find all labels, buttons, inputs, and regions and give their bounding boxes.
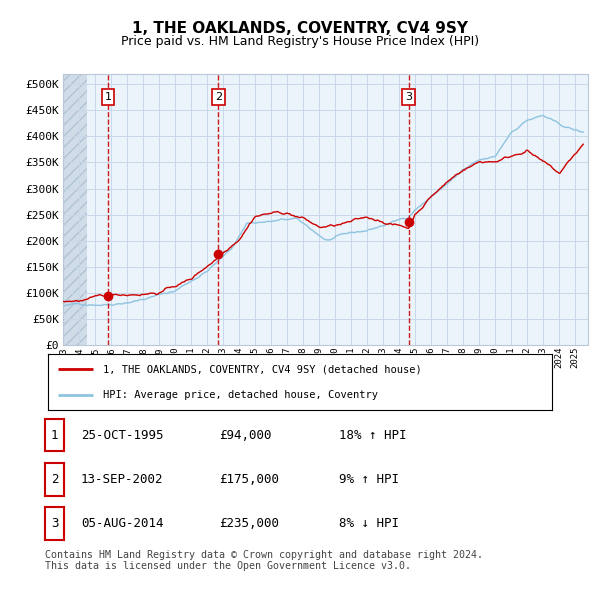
Text: 3: 3 (405, 92, 412, 102)
Text: £175,000: £175,000 (219, 473, 279, 486)
Text: Price paid vs. HM Land Registry's House Price Index (HPI): Price paid vs. HM Land Registry's House … (121, 35, 479, 48)
Text: 8% ↓ HPI: 8% ↓ HPI (339, 517, 399, 530)
Text: 13-SEP-2002: 13-SEP-2002 (81, 473, 163, 486)
Text: 25-OCT-1995: 25-OCT-1995 (81, 428, 163, 442)
Text: 2: 2 (215, 92, 222, 102)
Text: 3: 3 (51, 517, 58, 530)
Text: 1, THE OAKLANDS, COVENTRY, CV4 9SY: 1, THE OAKLANDS, COVENTRY, CV4 9SY (132, 21, 468, 35)
Text: Contains HM Land Registry data © Crown copyright and database right 2024.
This d: Contains HM Land Registry data © Crown c… (45, 550, 483, 572)
Text: 2: 2 (51, 473, 58, 486)
Text: 1, THE OAKLANDS, COVENTRY, CV4 9SY (detached house): 1, THE OAKLANDS, COVENTRY, CV4 9SY (deta… (103, 364, 422, 374)
Text: 18% ↑ HPI: 18% ↑ HPI (339, 428, 407, 442)
Text: 9% ↑ HPI: 9% ↑ HPI (339, 473, 399, 486)
Bar (63, 74, 87, 345)
Text: £94,000: £94,000 (219, 428, 271, 442)
Text: £235,000: £235,000 (219, 517, 279, 530)
Text: 1: 1 (51, 428, 58, 442)
Text: 1: 1 (104, 92, 112, 102)
Text: HPI: Average price, detached house, Coventry: HPI: Average price, detached house, Cove… (103, 390, 379, 400)
Text: 05-AUG-2014: 05-AUG-2014 (81, 517, 163, 530)
